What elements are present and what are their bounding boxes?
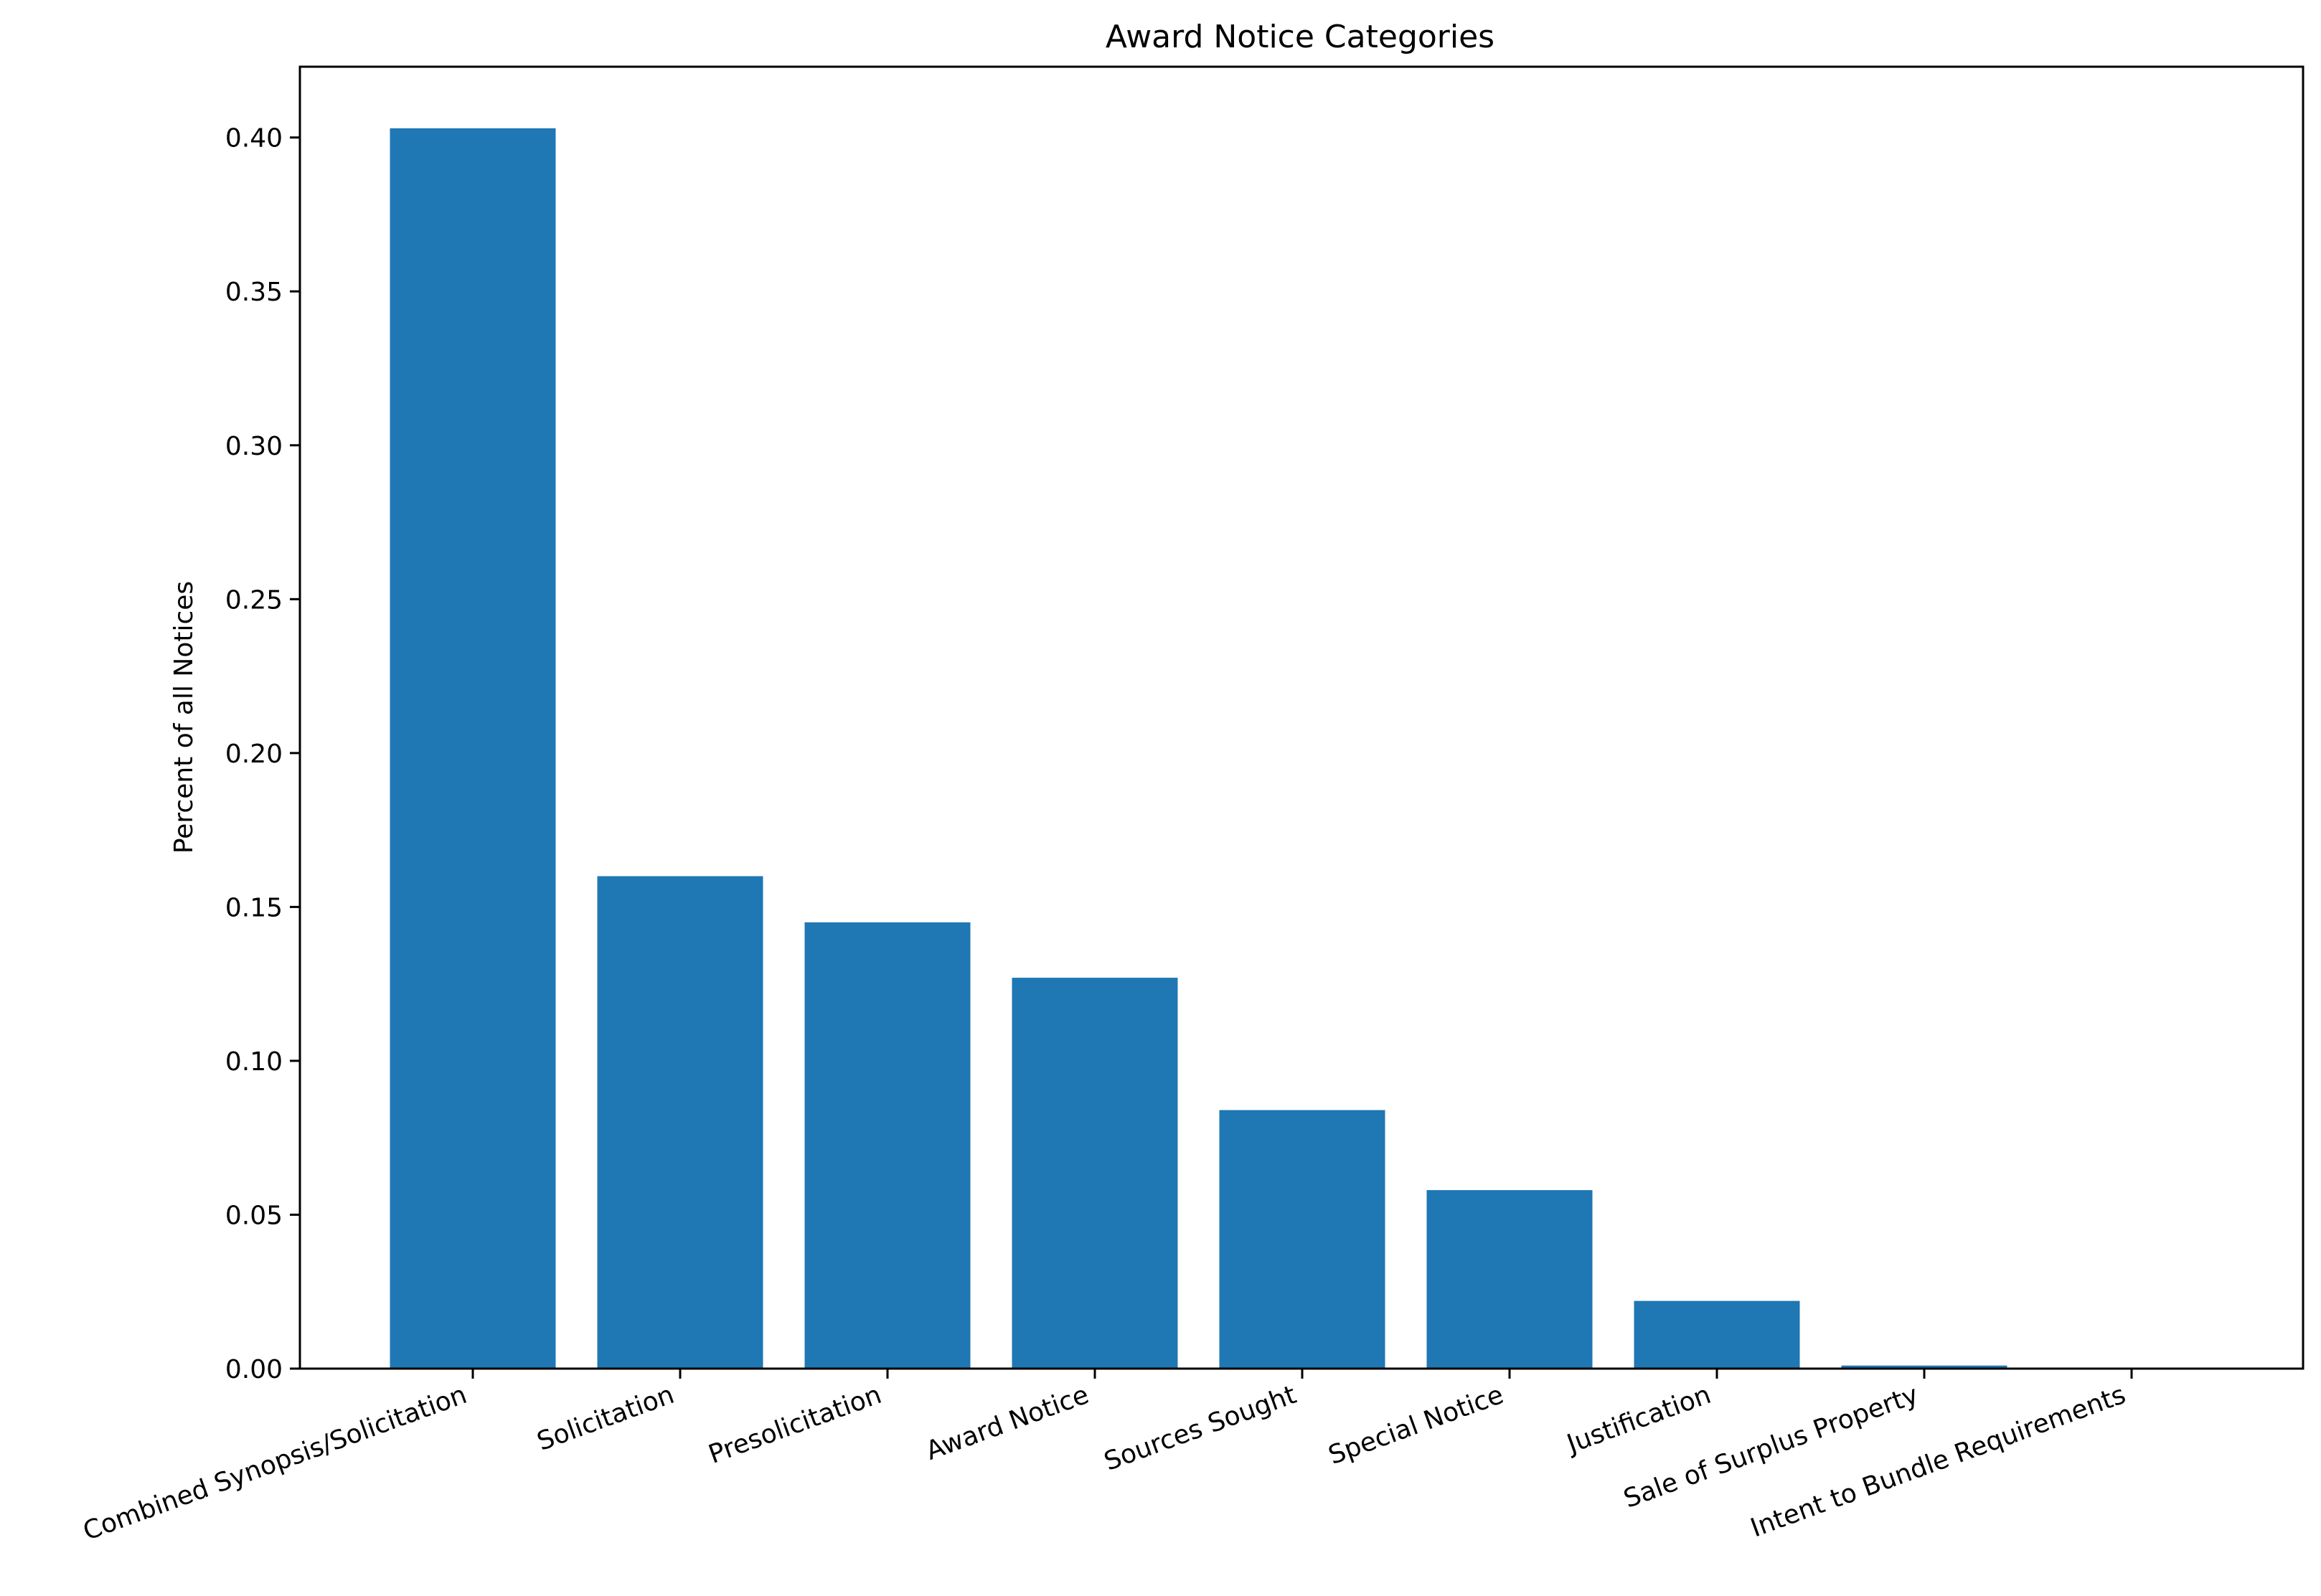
y-axis-title: Percent of all Notices	[169, 581, 199, 854]
bar-2	[597, 876, 763, 1369]
bar-6	[1426, 1190, 1593, 1369]
bar-5	[1219, 1110, 1385, 1369]
y-tick-label-6: 0.25	[225, 585, 283, 615]
y-tick-label-2: 0.05	[225, 1201, 283, 1230]
y-tick-label-5: 0.20	[225, 740, 283, 769]
x-tick-label-1: Combined Synopsis/Solicitation	[80, 1380, 471, 1547]
bar-1	[390, 128, 556, 1369]
x-tick-label-9: Intent to Bundle Requirements	[1747, 1380, 2129, 1544]
y-tick-label-7: 0.30	[225, 432, 283, 461]
bar-3	[804, 922, 971, 1369]
chart-title: Award Notice Categories	[1106, 19, 1494, 55]
y-tick-label-9: 0.40	[225, 124, 283, 154]
bar-4	[1012, 978, 1178, 1369]
x-tick-label-5: Sources Sought	[1101, 1380, 1300, 1477]
y-tick-label-1: 0.00	[225, 1355, 283, 1384]
y-axis: 0.00 0.05 0.10 0.15 0.20 0.25 0.30 0.35 0.40	[225, 124, 300, 1384]
x-tick-label-6: Special Notice	[1324, 1380, 1507, 1470]
y-tick-label-4: 0.15	[225, 893, 283, 922]
x-tick-label-7: Justification	[1562, 1380, 1715, 1460]
bar-7	[1634, 1300, 1800, 1369]
bars-group	[390, 128, 2007, 1369]
bar-8	[1841, 1365, 2007, 1369]
y-tick-label-8: 0.35	[225, 278, 283, 307]
plot-frame	[298, 65, 2304, 1370]
x-tick-label-2: Solicitation	[533, 1380, 678, 1457]
y-tick-label-3: 0.10	[225, 1047, 283, 1077]
x-tick-label-3: Presolicitation	[705, 1380, 885, 1470]
x-axis: Combined Synopsis/Solicitation Solicitati…	[80, 1369, 2133, 1547]
x-tick-label-4: Award Notice	[922, 1380, 1093, 1466]
